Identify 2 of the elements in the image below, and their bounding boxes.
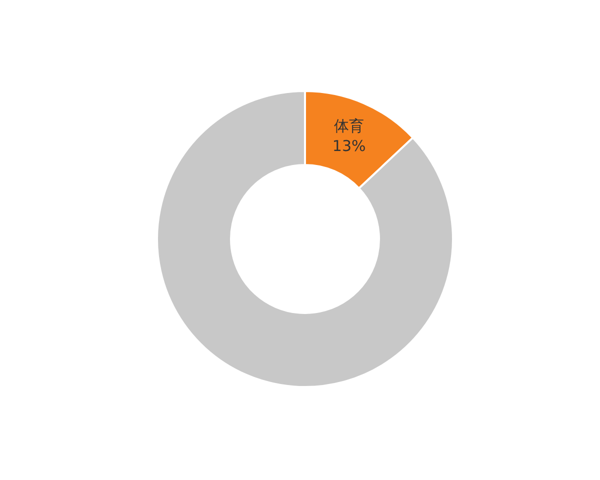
data-label: 13% xyxy=(332,137,366,156)
slice-label: 体育 xyxy=(334,117,364,136)
